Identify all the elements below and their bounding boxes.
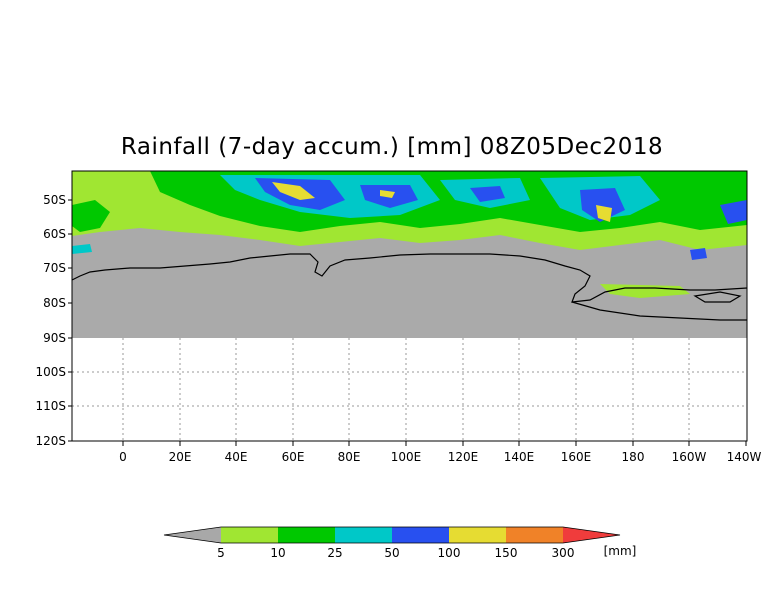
x-tick-label: 80E (338, 450, 361, 464)
x-tick-label: 40E (225, 450, 248, 464)
y-tick-label: 100S (35, 365, 66, 379)
y-tick-label: 60S (43, 227, 66, 241)
y-tick-label: 90S (43, 331, 66, 345)
legend-below-arrow (164, 527, 221, 543)
y-axis: 50S 60S 70S 80S 90S 100S 110S 120S (35, 193, 72, 448)
legend-swatch (506, 527, 563, 543)
x-tick-label: 160E (561, 450, 592, 464)
x-tick-label: 20E (169, 450, 192, 464)
x-tick-label: 180 (622, 450, 645, 464)
y-tick-label: 50S (43, 193, 66, 207)
y-tick-label: 80S (43, 296, 66, 310)
x-tick-label: 120E (448, 450, 479, 464)
legend-threshold-label: 300 (552, 546, 575, 560)
color-legend: 5 10 25 50 100 150 300 [mm] (164, 527, 636, 560)
legend-swatch (335, 527, 392, 543)
legend-threshold-label: 50 (384, 546, 399, 560)
x-tick-label: 160W (672, 450, 707, 464)
legend-swatch (449, 527, 506, 543)
x-axis: 0 20E 40E 60E 80E 100E 120E 140E 160E 18… (119, 441, 761, 464)
legend-swatch (392, 527, 449, 543)
legend-threshold-label: 5 (217, 546, 225, 560)
y-tick-label: 70S (43, 261, 66, 275)
x-tick-label: 140E (504, 450, 535, 464)
legend-threshold-label: 150 (495, 546, 518, 560)
x-tick-label: 100E (391, 450, 422, 464)
x-tick-label: 60E (282, 450, 305, 464)
legend-above-arrow (563, 527, 620, 543)
x-tick-label: 0 (119, 450, 127, 464)
legend-swatch (221, 527, 278, 543)
legend-threshold-label: 25 (327, 546, 342, 560)
y-tick-label: 110S (35, 399, 66, 413)
legend-unit-label: [mm] (604, 544, 637, 558)
y-tick-label: 120S (35, 434, 66, 448)
legend-swatch (278, 527, 335, 543)
x-tick-label: 140W (727, 450, 762, 464)
legend-threshold-label: 10 (270, 546, 285, 560)
legend-threshold-label: 100 (438, 546, 461, 560)
